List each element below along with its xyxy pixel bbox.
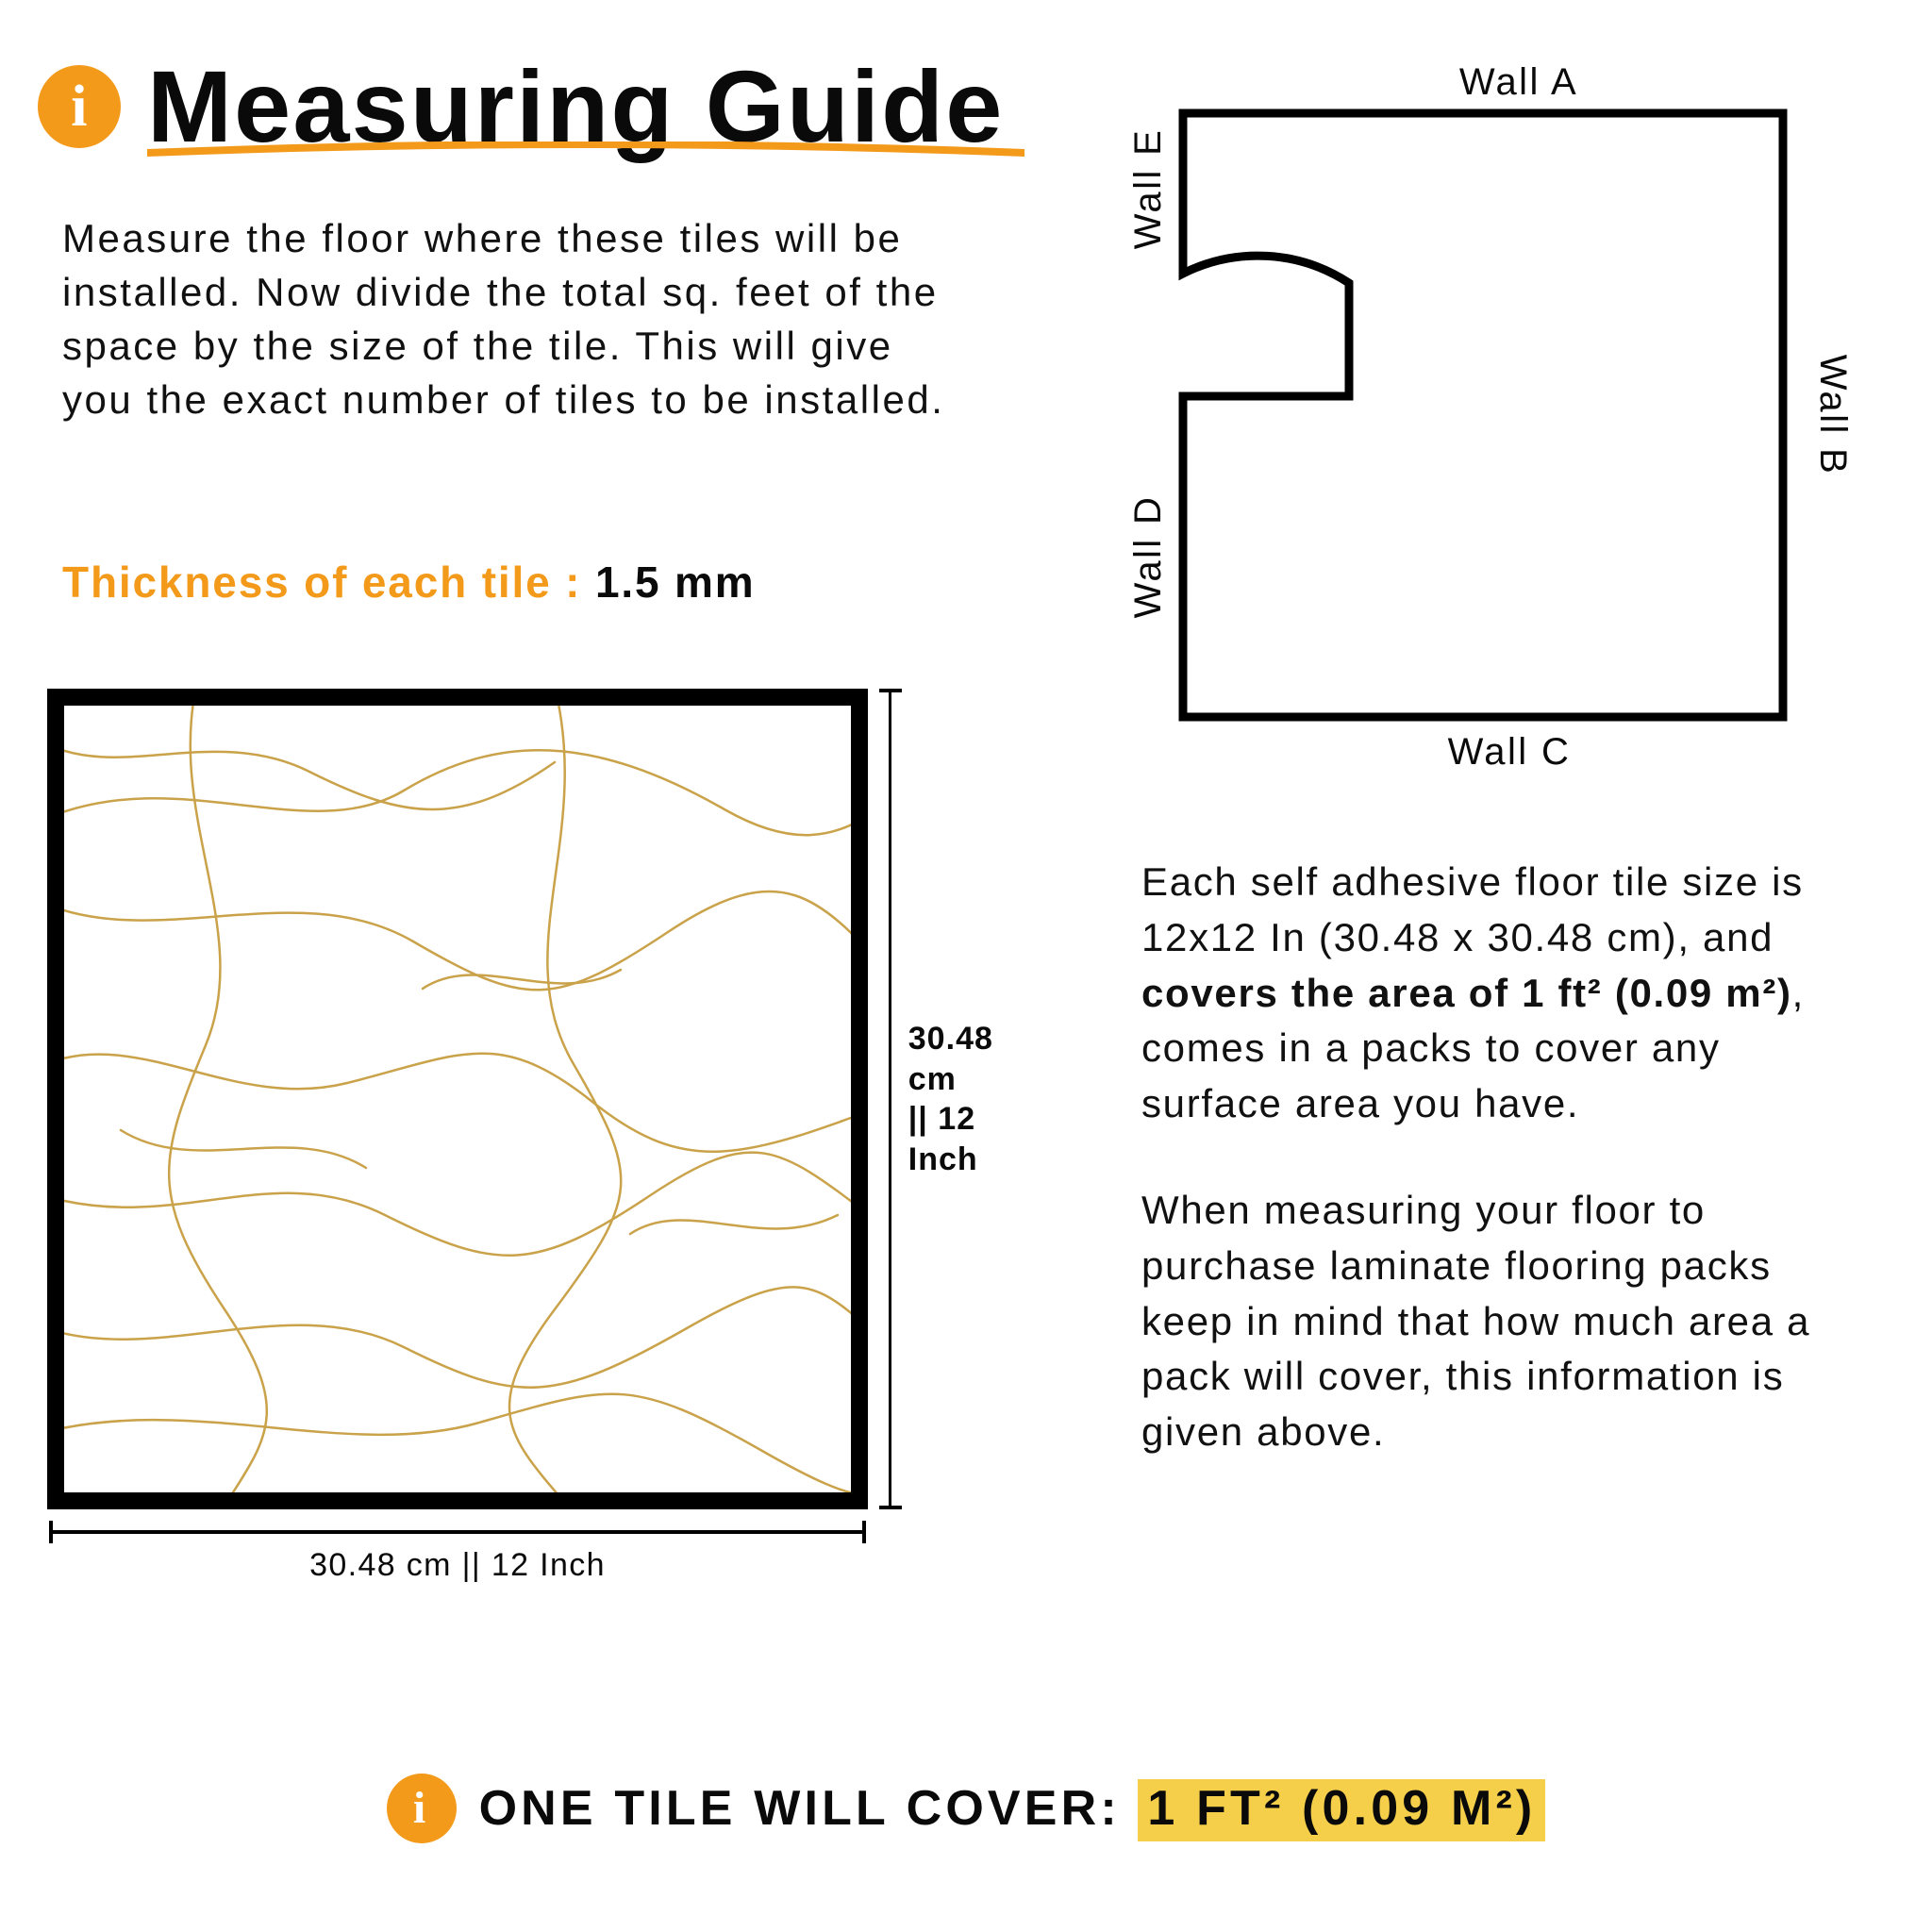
wall-b-label: Wall B [1812, 355, 1854, 475]
wall-e-label: Wall E [1127, 128, 1169, 249]
wall-a-label: Wall A [1459, 61, 1578, 103]
wall-c-label: Wall C [1448, 731, 1572, 773]
info-icon: i [38, 65, 121, 148]
intro-paragraph: Measure the floor where these tiles will… [62, 211, 968, 426]
floor-plan-outline [1183, 113, 1783, 717]
tile-height-dimension: 30.48 cm || 12 Inch [889, 689, 1009, 1509]
floor-plan-diagram: Wall A Wall C Wall B Wall D Wall E [1104, 57, 1821, 774]
description-p2: When measuring your floor to purchase la… [1141, 1183, 1868, 1460]
footer: i ONE TILE WILL COVER: 1 FT² (0.09 M²) [0, 1774, 1932, 1843]
thickness-value: 1.5 mm [595, 558, 756, 607]
footer-text: ONE TILE WILL COVER: 1 FT² (0.09 M²) [479, 1780, 1546, 1837]
wall-d-label: Wall D [1127, 495, 1169, 619]
info-icon: i [387, 1774, 457, 1843]
footer-lead: ONE TILE WILL COVER: [479, 1781, 1139, 1836]
p1-bold: covers the area of 1 ft² (0.09 m²) [1141, 971, 1792, 1015]
tile-image [47, 689, 868, 1509]
description-p1: Each self adhesive floor tile size is 12… [1141, 855, 1868, 1132]
page-title: Measuring Guide [147, 47, 1005, 165]
header: i Measuring Guide [38, 47, 1005, 165]
thickness-line: Thickness of each tile : 1.5 mm [62, 557, 756, 608]
description-column: Each self adhesive floor tile size is 12… [1141, 855, 1868, 1460]
tile-height-value: 30.48 cm || 12 Inch [908, 1019, 1009, 1179]
tile-width-dimension: 30.48 cm || 12 Inch [47, 1530, 868, 1584]
footer-highlight: 1 FT² (0.09 M²) [1138, 1779, 1545, 1841]
tile-sample: 30.48 cm || 12 Inch 30.48 cm || 12 Inch [47, 689, 1009, 1689]
thickness-label: Thickness of each tile : [62, 558, 595, 607]
tile-width-value: 30.48 cm || 12 Inch [47, 1547, 868, 1584]
p1-part-a: Each self adhesive floor tile size is 12… [1141, 859, 1804, 959]
